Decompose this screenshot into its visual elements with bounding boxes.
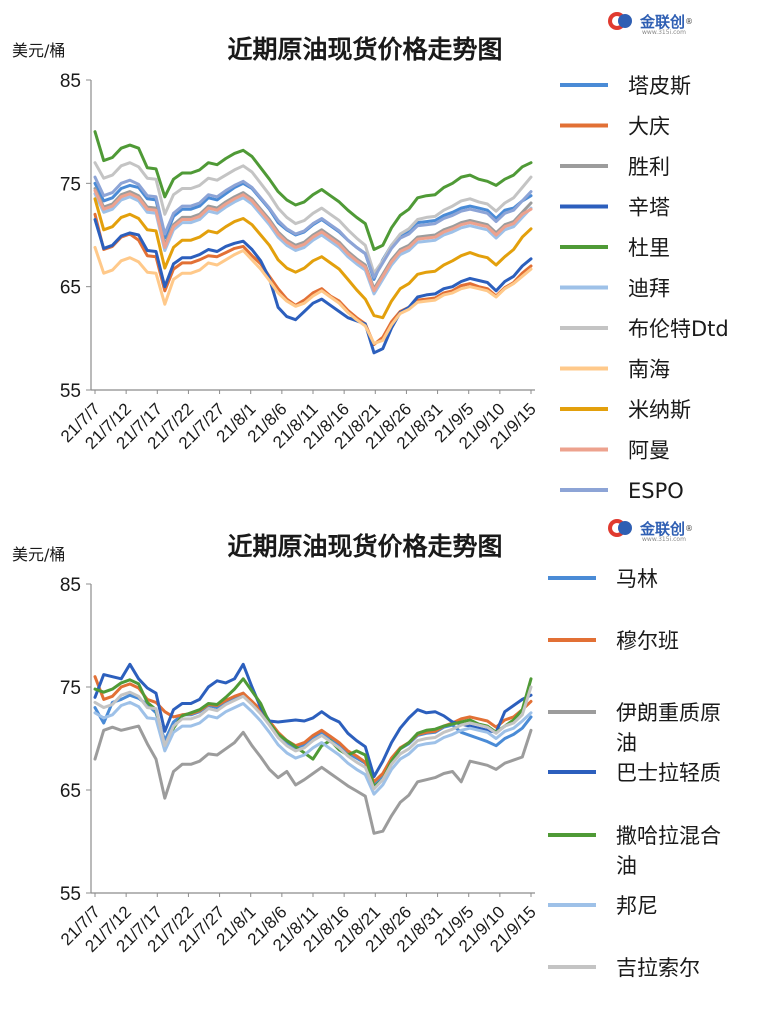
series-line xyxy=(93,212,533,346)
series-line xyxy=(93,691,533,786)
logo-text: 金联创 xyxy=(640,519,686,538)
y-tick-label: 85 xyxy=(60,575,81,596)
y-tick-label: 55 xyxy=(60,381,81,402)
series-line xyxy=(93,161,533,275)
series-line xyxy=(93,189,533,293)
series-line xyxy=(93,197,533,320)
logo-icon xyxy=(608,10,638,32)
legend-label: 迪拜 xyxy=(628,277,670,301)
legend-label: 伊朗重质原 xyxy=(616,701,721,725)
legend-label: 塔皮斯 xyxy=(628,74,691,98)
series-line xyxy=(93,700,533,796)
chart-panel-top: 金联创 ® www.315i.com 近期原油现货价格走势图 美元/桶 55 65 75 8… xyxy=(12,10,729,503)
logo-url: www.315i.com xyxy=(642,536,686,543)
series-line xyxy=(93,675,533,784)
y-tick-label: 55 xyxy=(60,884,81,905)
y-axis-label: 美元/桶 xyxy=(12,545,65,564)
legend-label: 油 xyxy=(616,854,637,878)
legend-label: 辛塔 xyxy=(628,196,670,220)
y-tick-label: 65 xyxy=(60,781,81,802)
legend-label: 吉拉索尔 xyxy=(616,956,700,980)
legend-label: 邦尼 xyxy=(616,894,658,918)
legend-label: 大庆 xyxy=(628,115,670,139)
line-chart: 近期原油现货价格走势图美元/桶5565758521/7/721/7/1221/7… xyxy=(12,532,721,980)
series-line xyxy=(93,724,533,835)
series-line xyxy=(93,218,533,355)
logo-registered-mark: ® xyxy=(685,16,694,26)
legend-label: ESPO xyxy=(628,479,684,503)
y-axis-label: 美元/桶 xyxy=(12,41,65,60)
logo-registered-mark: ® xyxy=(685,523,694,533)
legend-label: 布伦特Dtd xyxy=(628,317,729,341)
y-tick-label: 75 xyxy=(60,678,81,699)
series-line xyxy=(93,130,533,251)
logo-text: 金联创 xyxy=(640,12,686,31)
legend-label: 杜里 xyxy=(628,236,670,260)
series-line xyxy=(93,175,533,279)
legend-label: 油 xyxy=(616,731,637,755)
legend-label: 撒哈拉混合 xyxy=(616,824,721,848)
legend-label: 阿曼 xyxy=(628,439,670,463)
legend-label: 南海 xyxy=(628,358,670,382)
chart-title: 近期原油现货价格走势图 xyxy=(227,35,502,64)
y-tick-label: 65 xyxy=(60,278,81,299)
legend-label: 米纳斯 xyxy=(628,398,691,422)
y-tick-label: 85 xyxy=(60,71,81,92)
chart-panel-bottom: 金联创 ® www.315i.com 近期原油现货价格走势图 美元/桶 55 65 75 8… xyxy=(0,507,768,1014)
chart-title: 近期原油现货价格走势图 xyxy=(227,532,502,561)
logo-url: www.315i.com xyxy=(642,29,686,36)
series-line xyxy=(93,685,533,791)
series-line xyxy=(93,245,533,345)
legend-label: 胜利 xyxy=(628,155,670,179)
legend-label: 穆尔班 xyxy=(616,629,679,653)
logo-icon xyxy=(608,517,638,539)
logo: 金联创 ® www.315i.com xyxy=(608,517,694,543)
line-chart: 近期原油现货价格走势图美元/桶5565758521/7/721/7/1221/7… xyxy=(12,35,729,503)
legend-label: 马林 xyxy=(616,567,658,591)
y-tick-label: 75 xyxy=(60,174,81,195)
legend-label: 巴士拉轻质 xyxy=(616,761,721,785)
logo: 金联创 ® www.315i.com xyxy=(608,10,694,36)
